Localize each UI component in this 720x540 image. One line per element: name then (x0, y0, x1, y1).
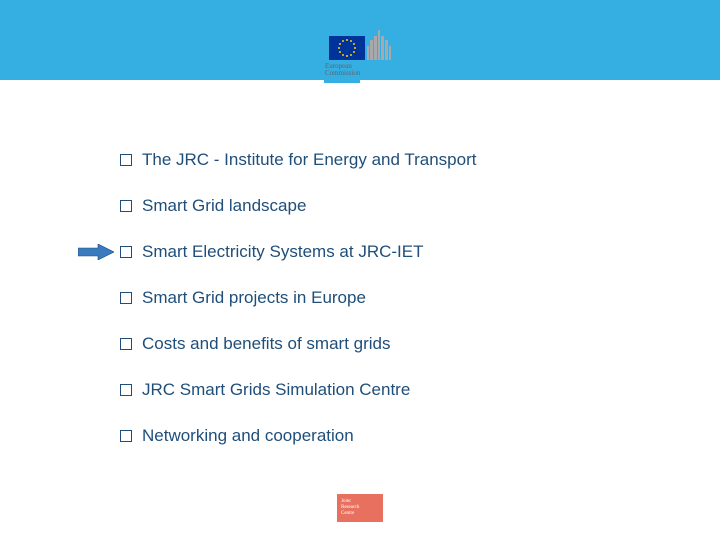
list-item: JRC Smart Grids Simulation Centre (120, 380, 476, 400)
checkbox-icon (120, 292, 132, 304)
checkbox-icon (120, 430, 132, 442)
star-ring (338, 39, 356, 57)
list-item: Smart Grid landscape (120, 196, 476, 216)
ec-logo: European Commission (324, 30, 396, 83)
item-label: The JRC - Institute for Energy and Trans… (142, 150, 476, 170)
logo-line2: Commission (325, 70, 360, 77)
item-label: Smart Grid landscape (142, 196, 306, 216)
list-item: Networking and cooperation (120, 426, 476, 446)
checkbox-icon (120, 384, 132, 396)
badge-line3: Centre (341, 511, 383, 517)
item-label: Costs and benefits of smart grids (142, 334, 391, 354)
logo-text: European Commission (325, 63, 360, 78)
current-arrow-icon (78, 244, 114, 260)
item-label: Smart Grid projects in Europe (142, 288, 366, 308)
checkbox-icon (120, 154, 132, 166)
item-label: JRC Smart Grids Simulation Centre (142, 380, 410, 400)
list-item: Smart Electricity Systems at JRC-IET (120, 242, 476, 262)
checkbox-icon (120, 200, 132, 212)
item-label: Networking and cooperation (142, 426, 354, 446)
item-label: Smart Electricity Systems at JRC-IET (142, 242, 423, 262)
outline-list: The JRC - Institute for Energy and Trans… (120, 150, 476, 472)
checkbox-icon (120, 246, 132, 258)
list-item: The JRC - Institute for Energy and Trans… (120, 150, 476, 170)
list-item: Costs and benefits of smart grids (120, 334, 476, 354)
eu-flag-icon (329, 36, 365, 60)
logo-bars-icon (367, 30, 392, 60)
logo-main (329, 30, 392, 60)
list-item: Smart Grid projects in Europe (120, 288, 476, 308)
checkbox-icon (120, 338, 132, 350)
jrc-badge: Joint Research Centre (337, 494, 383, 522)
logo-underline (324, 80, 360, 83)
